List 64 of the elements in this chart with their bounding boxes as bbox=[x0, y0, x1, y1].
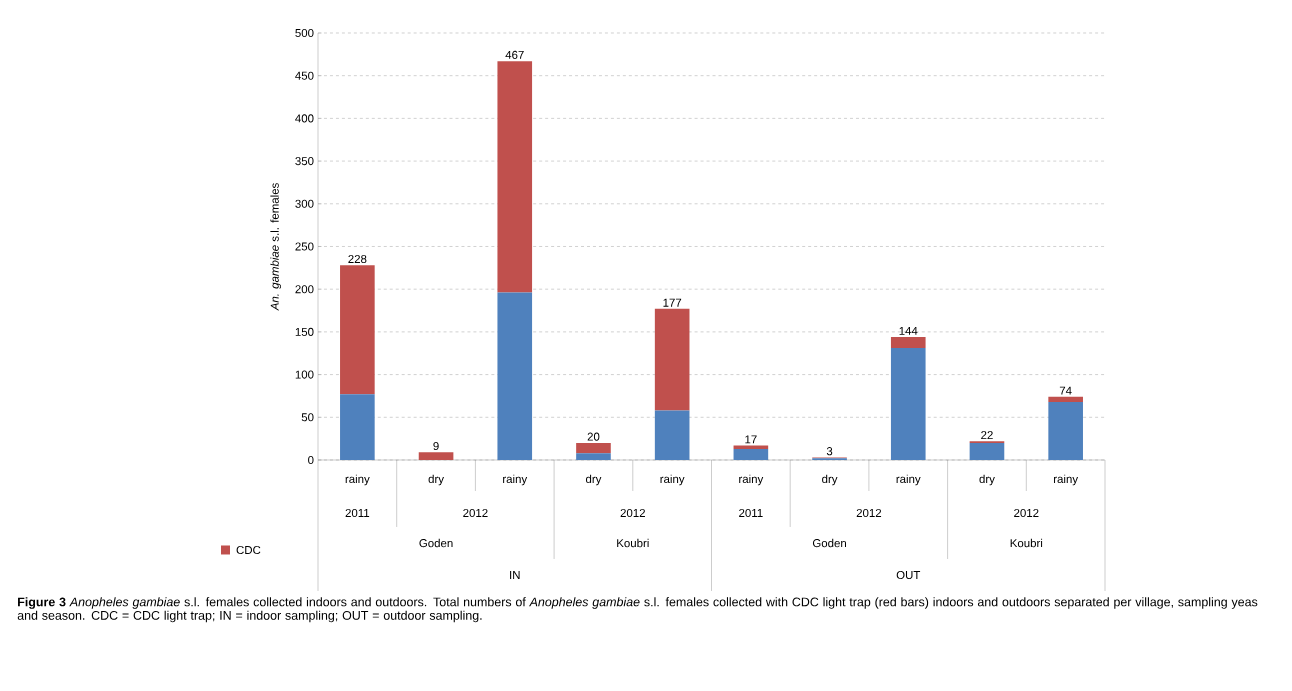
bar bbox=[1048, 396, 1083, 402]
y-tick-label: 250 bbox=[295, 242, 314, 251]
y-tick-label: 200 bbox=[295, 285, 314, 294]
x-tick-label: dry bbox=[822, 474, 838, 486]
bar bbox=[497, 61, 533, 293]
total-label: 20 bbox=[587, 432, 600, 441]
text: Goden bbox=[419, 538, 453, 548]
y-tick-label: 50 bbox=[301, 413, 314, 422]
x-tick-label: rainy bbox=[739, 474, 764, 486]
total-label: 74 bbox=[1059, 386, 1072, 395]
y-tick-label: 350 bbox=[295, 157, 314, 166]
bar bbox=[654, 410, 690, 460]
x-tick-label: rainy bbox=[896, 474, 921, 486]
text: OUT bbox=[896, 570, 921, 580]
bar bbox=[969, 442, 1005, 460]
text: Goden bbox=[812, 538, 846, 548]
legend-label: CDC bbox=[236, 545, 261, 555]
total-label: 17 bbox=[745, 435, 757, 444]
text: 2011 bbox=[739, 508, 763, 518]
text: 2012 bbox=[463, 508, 488, 518]
text: 2011 bbox=[345, 508, 370, 518]
y-tick-label: 0 bbox=[308, 455, 314, 465]
x-tick-label: dry bbox=[585, 474, 602, 486]
bar bbox=[890, 337, 926, 349]
x-tick-label: rainy bbox=[660, 474, 685, 486]
text: Koubri bbox=[617, 538, 649, 548]
total-label: 467 bbox=[505, 50, 524, 59]
total-label: 9 bbox=[433, 441, 439, 451]
bar bbox=[576, 442, 611, 454]
y-tick-label: 400 bbox=[295, 114, 314, 123]
total-label: 177 bbox=[663, 298, 682, 307]
text: 2012 bbox=[620, 508, 645, 518]
total-label: 22 bbox=[981, 431, 993, 439]
x-tick-label: rainy bbox=[503, 474, 528, 486]
bar bbox=[340, 394, 375, 460]
y-tick-label: 100 bbox=[295, 370, 314, 379]
y-tick-label: 300 bbox=[295, 199, 314, 208]
text: Koubri bbox=[1010, 538, 1043, 548]
bar bbox=[1048, 401, 1083, 460]
bar bbox=[340, 265, 375, 395]
total-label: 144 bbox=[899, 326, 918, 335]
x-tick-label: dry bbox=[428, 474, 444, 486]
bar bbox=[418, 452, 454, 460]
text: Total numbers of Anopheles gambiae s.l. females collected with CDC light trap (red bars) indoors and outdoors separated per village, sampling yeas bbox=[433, 597, 1258, 609]
text: 2012 bbox=[1014, 508, 1039, 518]
y-tick-label: 500 bbox=[295, 28, 314, 38]
text: IN bbox=[510, 571, 520, 579]
bar bbox=[890, 348, 926, 460]
x-tick-label: dry bbox=[979, 474, 995, 486]
text: Figure 3 Anopheles gambiae s.l. females collected indoors and outdoors. bbox=[18, 597, 427, 609]
total-label: 228 bbox=[348, 254, 367, 264]
text: 2012 bbox=[856, 508, 882, 518]
total-label: 3 bbox=[826, 447, 833, 456]
bar bbox=[733, 445, 769, 449]
bar bbox=[733, 448, 769, 460]
text: and season. CDC = CDC light trap; IN = indoor sampling; OUT = outdoor sampling. bbox=[17, 610, 482, 623]
y-axis-title: An. gambiae s.l. females bbox=[270, 183, 282, 311]
x-tick-label: rainy bbox=[345, 474, 370, 486]
x-tick-label: rainy bbox=[1054, 474, 1079, 486]
bar bbox=[654, 308, 690, 411]
y-tick-label: 150 bbox=[295, 327, 314, 336]
y-tick-label: 450 bbox=[295, 71, 314, 80]
bar bbox=[576, 453, 611, 460]
bar bbox=[497, 292, 533, 460]
